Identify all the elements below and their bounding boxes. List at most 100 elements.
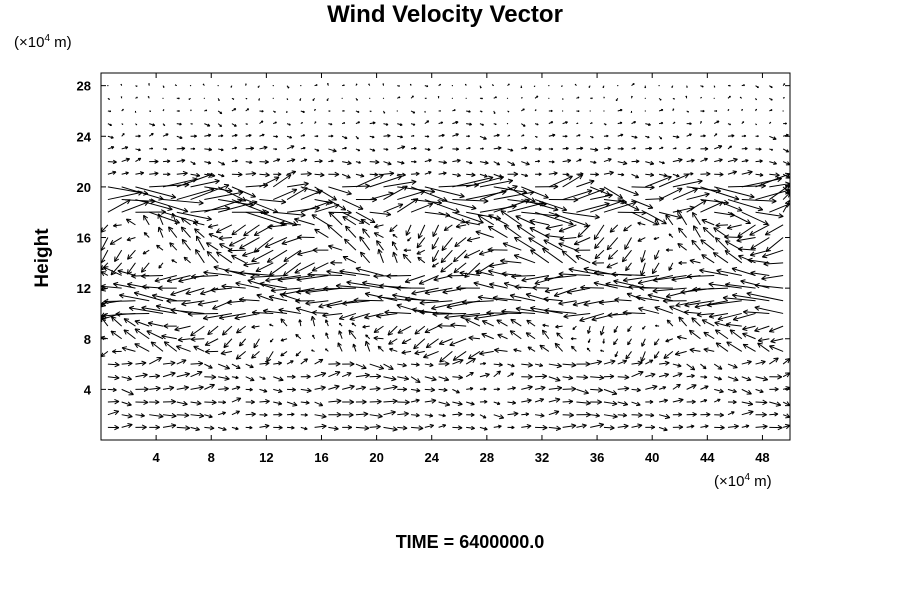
vector-head bbox=[332, 150, 337, 153]
vector-head bbox=[700, 239, 706, 242]
vector-head bbox=[174, 222, 180, 225]
wind-vector bbox=[404, 275, 425, 284]
vector-shaft bbox=[617, 414, 627, 416]
wind-vector bbox=[171, 212, 178, 226]
wind-vector bbox=[219, 243, 233, 251]
wind-vector bbox=[514, 284, 536, 290]
vector-shaft bbox=[388, 338, 398, 345]
wind-vector bbox=[491, 84, 495, 87]
vector-head bbox=[669, 306, 674, 311]
vector-head bbox=[662, 300, 668, 304]
vector-head bbox=[247, 279, 252, 285]
wind-vector bbox=[714, 329, 729, 340]
vector-head bbox=[178, 277, 183, 282]
wind-vector bbox=[109, 237, 122, 245]
vector-shaft bbox=[416, 237, 426, 249]
vector-head bbox=[514, 284, 520, 288]
vector-shaft bbox=[174, 325, 191, 331]
vector-head bbox=[154, 159, 159, 162]
vector-shaft bbox=[121, 186, 164, 200]
vector-shaft bbox=[208, 224, 219, 228]
vector-shaft bbox=[100, 285, 122, 289]
vector-head bbox=[386, 211, 392, 216]
vector-head bbox=[143, 214, 149, 219]
vector-shaft bbox=[700, 363, 707, 370]
wind-vector bbox=[507, 425, 515, 430]
vector-head bbox=[648, 123, 651, 126]
wind-vector bbox=[431, 300, 467, 311]
vector-head bbox=[376, 401, 382, 405]
vector-head bbox=[691, 317, 697, 320]
wind-vector bbox=[487, 225, 508, 238]
wind-vector bbox=[588, 85, 591, 88]
wind-vector bbox=[534, 275, 563, 286]
vector-shaft bbox=[259, 362, 270, 365]
vector-head bbox=[221, 330, 225, 336]
vector-head bbox=[306, 376, 311, 380]
vector-head bbox=[262, 310, 268, 314]
vector-head bbox=[416, 250, 420, 255]
wind-vector bbox=[622, 310, 646, 316]
wind-vector bbox=[342, 215, 357, 226]
wind-vector bbox=[489, 282, 508, 289]
vector-head bbox=[622, 163, 628, 166]
vector-head bbox=[732, 391, 737, 394]
vector-shaft bbox=[376, 312, 398, 317]
vector-head bbox=[513, 185, 518, 191]
vector-head bbox=[141, 362, 147, 366]
vector-head bbox=[466, 236, 472, 241]
wind-vector bbox=[107, 424, 120, 431]
wind-vector bbox=[286, 360, 294, 365]
vector-head bbox=[542, 375, 548, 380]
wind-vector bbox=[520, 96, 523, 99]
vector-head bbox=[163, 341, 167, 347]
vector-shaft bbox=[544, 235, 563, 239]
vector-head bbox=[571, 388, 577, 392]
vector-shaft bbox=[576, 388, 589, 394]
vector-shaft bbox=[627, 325, 632, 332]
wind-vector bbox=[355, 110, 360, 113]
wind-vector bbox=[176, 109, 180, 113]
wind-vector bbox=[217, 173, 225, 178]
vector-head bbox=[468, 135, 470, 137]
vector-head bbox=[183, 256, 188, 259]
vector-head bbox=[251, 171, 257, 174]
wind-vector bbox=[176, 170, 188, 177]
vector-head bbox=[692, 384, 697, 389]
wind-vector bbox=[296, 287, 329, 295]
vector-shaft bbox=[245, 199, 279, 213]
vector-head bbox=[295, 307, 301, 312]
wind-vector bbox=[631, 173, 640, 179]
vector-head bbox=[113, 283, 118, 288]
vector-shaft bbox=[568, 268, 605, 276]
wind-vector bbox=[338, 312, 357, 321]
wind-vector bbox=[452, 401, 463, 406]
vector-head bbox=[147, 321, 154, 324]
vector-shaft bbox=[669, 305, 687, 314]
vector-head bbox=[635, 294, 641, 298]
wind-vector bbox=[382, 83, 385, 86]
vector-head bbox=[265, 280, 271, 283]
vector-head bbox=[528, 362, 533, 366]
vector-head bbox=[624, 374, 630, 378]
vector-shaft bbox=[590, 186, 611, 196]
wind-vector bbox=[273, 172, 282, 177]
vector-head bbox=[625, 356, 630, 360]
wind-vector bbox=[487, 247, 508, 253]
vector-head bbox=[511, 363, 515, 367]
vector-head bbox=[597, 389, 603, 393]
vector-head bbox=[178, 97, 180, 99]
vector-head bbox=[163, 325, 169, 329]
vector-head bbox=[623, 226, 626, 232]
vector-shaft bbox=[245, 172, 257, 175]
vector-head bbox=[524, 198, 530, 201]
vector-head bbox=[343, 238, 347, 245]
vector-head bbox=[487, 249, 493, 253]
vector-shaft bbox=[654, 306, 674, 314]
vector-head bbox=[543, 296, 549, 300]
vector-head bbox=[114, 427, 120, 431]
vector-head bbox=[542, 324, 546, 328]
vector-shaft bbox=[686, 375, 695, 378]
vector-shaft bbox=[467, 237, 481, 242]
vector-head bbox=[305, 358, 308, 363]
